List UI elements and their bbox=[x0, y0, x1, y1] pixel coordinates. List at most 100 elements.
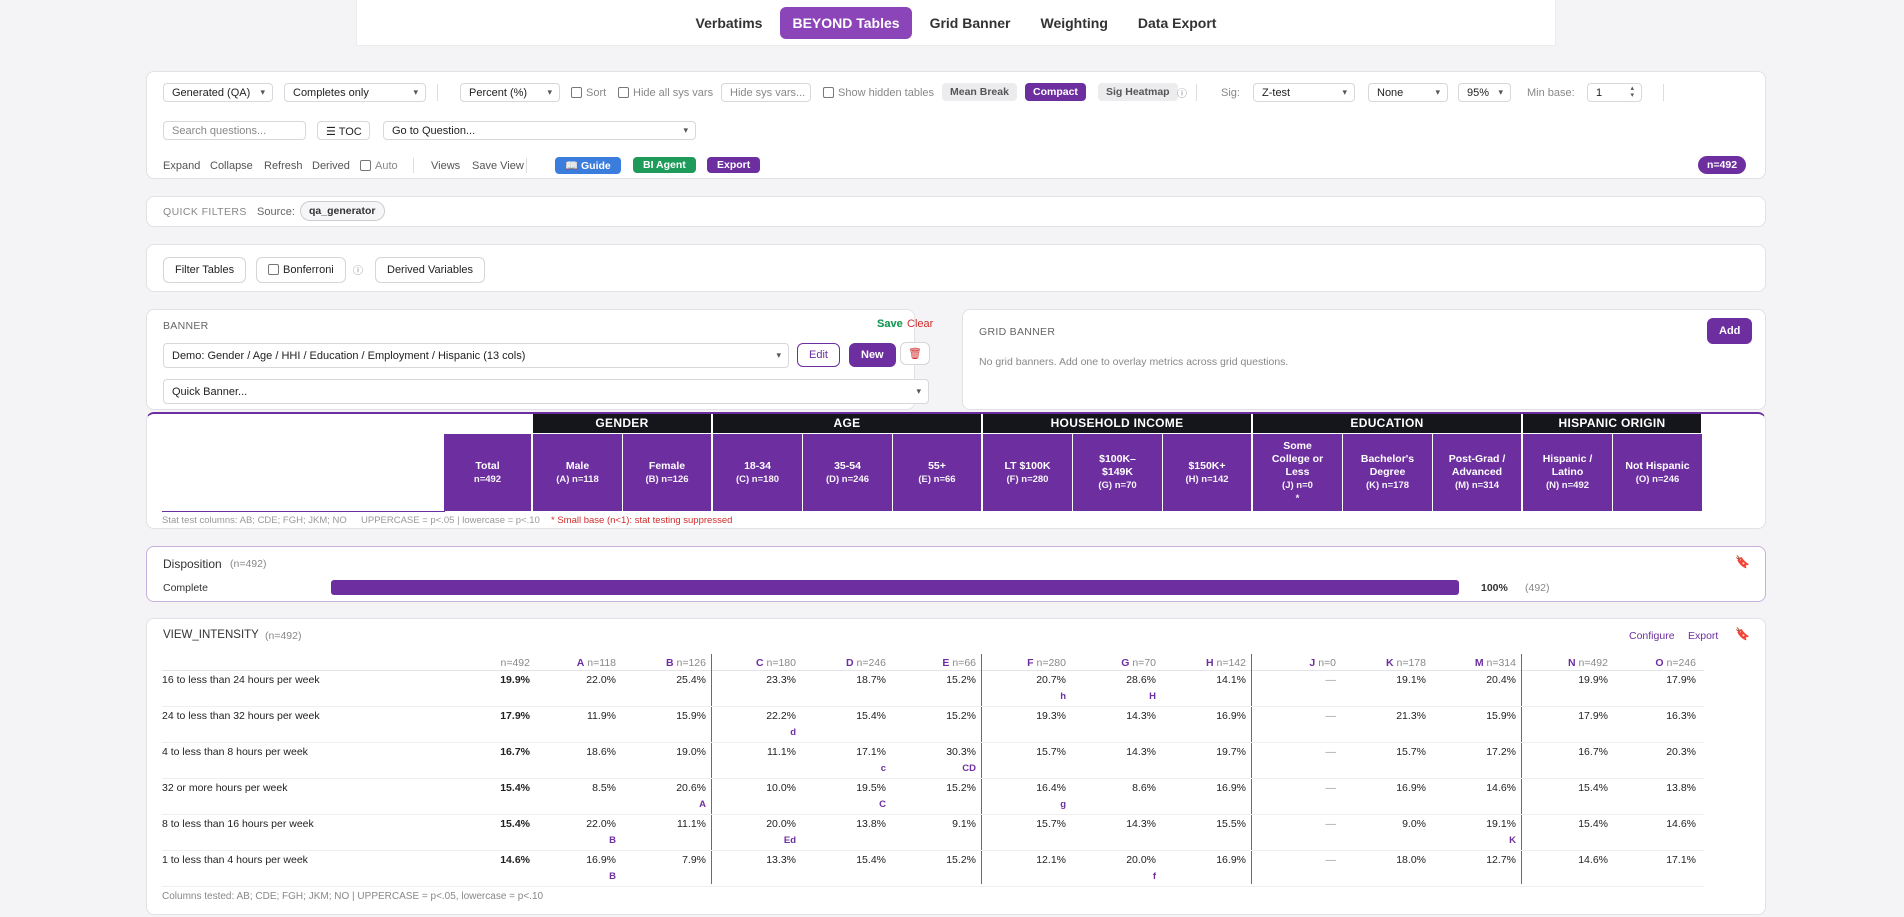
expand-link[interactable]: Expand bbox=[163, 160, 201, 172]
filter-tables-button[interactable]: Filter Tables bbox=[163, 257, 247, 283]
hide-sys-checkbox[interactable] bbox=[618, 87, 629, 98]
cell-value: — bbox=[1325, 674, 1337, 686]
grid-banner-card: GRID BANNER Add No grid banners. Add one… bbox=[962, 309, 1766, 410]
cell-value: 23.3% bbox=[766, 674, 796, 686]
sig-letter: c bbox=[880, 763, 886, 774]
chevron-down-icon: ▾ bbox=[1342, 87, 1347, 97]
confidence-select[interactable]: 95% ▾ bbox=[1458, 83, 1511, 102]
banner-column-header[interactable]: Some College or Less (J) n=0 * bbox=[1253, 434, 1342, 511]
sort-checkbox[interactable] bbox=[571, 87, 582, 98]
show-hidden-checkbox[interactable] bbox=[823, 87, 834, 98]
banner-column-base: (K) n=178 bbox=[1365, 480, 1410, 491]
hide-sys-toggle[interactable]: Hide all sys vars bbox=[618, 87, 713, 99]
banner-column-header[interactable]: Total n=492 bbox=[444, 434, 531, 511]
cell-value: 19.1% bbox=[1486, 818, 1516, 830]
dataset-select[interactable]: Generated (QA) ▾ bbox=[163, 83, 273, 102]
bookmark-icon[interactable]: 🔖 bbox=[1735, 627, 1750, 641]
cell-value: — bbox=[1325, 746, 1337, 758]
export-button[interactable]: Export bbox=[707, 157, 761, 173]
show-hidden-toggle[interactable]: Show hidden tables bbox=[823, 87, 934, 99]
column-letter-header: K n=178 bbox=[1336, 657, 1426, 669]
nav-tab-data-export[interactable]: Data Export bbox=[1137, 14, 1217, 31]
cell-value: 20.7% bbox=[1036, 674, 1066, 686]
nav-tab-verbatims[interactable]: Verbatims bbox=[695, 14, 763, 31]
sig-test-select[interactable]: Z-test ▾ bbox=[1253, 83, 1355, 102]
auto-toggle[interactable]: Auto bbox=[360, 160, 398, 172]
derived-variables-button[interactable]: Derived Variables bbox=[375, 257, 486, 283]
source-chip[interactable]: qa_generator bbox=[300, 201, 385, 221]
banner-column-header[interactable]: LT $100K (F) n=280 bbox=[983, 434, 1072, 511]
toc-button[interactable]: ☰ TOC bbox=[317, 121, 370, 140]
cell-value: 10.0% bbox=[766, 782, 796, 794]
compact-button[interactable]: Compact bbox=[1025, 83, 1086, 101]
banner-column-header[interactable]: Female (B) n=126 bbox=[623, 434, 711, 511]
small-base-legend: * Small base (n<1): stat testing suppres… bbox=[551, 515, 733, 526]
banner-new-button[interactable]: New bbox=[849, 343, 896, 367]
cell-value: 12.1% bbox=[1036, 854, 1066, 866]
banner-column-header[interactable]: Bachelor's Degree (K) n=178 bbox=[1343, 434, 1432, 511]
guide-button[interactable]: 📖 Guide bbox=[555, 157, 621, 174]
collapse-link[interactable]: Collapse bbox=[210, 160, 253, 172]
banner-save-button[interactable]: Save bbox=[877, 318, 903, 330]
banner-clear-button[interactable]: Clear bbox=[907, 318, 934, 330]
sig-letter: f bbox=[1152, 871, 1156, 882]
banner-column-header[interactable]: $150K+ (H) n=142 bbox=[1163, 434, 1251, 511]
bonferroni-checkbox[interactable] bbox=[268, 264, 279, 275]
banner-edit-button[interactable]: Edit bbox=[797, 343, 840, 367]
banner-column-header[interactable]: $100K– $149K (G) n=70 bbox=[1073, 434, 1162, 511]
nav-tab-weighting[interactable]: Weighting bbox=[1040, 14, 1108, 31]
mean-break-button[interactable]: Mean Break bbox=[942, 83, 1017, 101]
banner-column-header[interactable]: Hispanic / Latino (N) n=492 bbox=[1523, 434, 1612, 511]
sig-heatmap-button[interactable]: Sig Heatmap bbox=[1098, 83, 1178, 101]
completes-select[interactable]: Completes only ▾ bbox=[284, 83, 426, 102]
min-base-input[interactable]: 1 ▴ ▾ bbox=[1587, 83, 1642, 102]
cell-value: 12.7% bbox=[1486, 854, 1516, 866]
banner-column-header[interactable]: Not Hispanic (O) n=246 bbox=[1613, 434, 1702, 511]
quick-banner-select[interactable]: Quick Banner... ▾ bbox=[163, 379, 929, 404]
bi-agent-button[interactable]: BI Agent bbox=[633, 157, 696, 173]
cell-value: 11.1% bbox=[677, 818, 706, 830]
auto-checkbox[interactable] bbox=[360, 160, 371, 171]
measure-select[interactable]: Percent (%) ▾ bbox=[460, 83, 560, 102]
info-icon[interactable]: ⓘ bbox=[353, 266, 363, 277]
group-separator bbox=[1521, 654, 1522, 884]
column-letter: F bbox=[1027, 657, 1034, 669]
info-icon[interactable]: ⓘ bbox=[1177, 89, 1187, 100]
bonferroni-toggle[interactable]: Bonferroni bbox=[256, 257, 346, 283]
bookmark-icon[interactable]: 🔖 bbox=[1735, 555, 1750, 569]
min-base-value: 1 bbox=[1596, 87, 1603, 99]
table-footer: Columns tested: AB; CDE; FGH; JKM; NO | … bbox=[162, 891, 544, 902]
banner-column-name: Some College or Less bbox=[1271, 440, 1324, 478]
banner-save-link[interactable]: Save bbox=[877, 318, 903, 330]
derived-link[interactable]: Derived bbox=[312, 160, 350, 172]
chevron-down-icon: ▾ bbox=[413, 87, 418, 97]
column-base: n=314 bbox=[1486, 657, 1517, 669]
nav-tab-grid-banner[interactable]: Grid Banner bbox=[929, 14, 1011, 31]
dataset-value: Generated (QA) bbox=[172, 87, 251, 99]
banner-column-header[interactable]: Male (A) n=118 bbox=[533, 434, 622, 511]
sort-toggle[interactable]: Sort bbox=[571, 87, 606, 99]
nav-tab-beyond-tables[interactable]: BEYOND Tables bbox=[780, 6, 912, 39]
hide-sys-input[interactable]: Hide sys vars... bbox=[721, 83, 811, 102]
banner-column-header[interactable]: Post-Grad / Advanced (M) n=314 bbox=[1433, 434, 1521, 511]
cell-value: 13.8% bbox=[856, 818, 886, 830]
cell-value: 19.1% bbox=[1396, 674, 1426, 686]
stepper-icon[interactable]: ▴ ▾ bbox=[1630, 85, 1634, 99]
row-divider bbox=[162, 778, 1704, 779]
configure-link[interactable]: Configure bbox=[1629, 630, 1675, 642]
save-view-link[interactable]: Save View bbox=[472, 160, 524, 172]
delete-banner-button[interactable]: 🗑 bbox=[900, 342, 930, 365]
banner-select[interactable]: Demo: Gender / Age / HHI / Education / E… bbox=[163, 343, 789, 368]
search-input[interactable]: Search questions... bbox=[163, 121, 306, 140]
goto-question-select[interactable]: Go to Question... ▾ bbox=[383, 121, 696, 140]
source-label: Source: bbox=[257, 206, 295, 218]
grid-banner-add-button[interactable]: Add bbox=[1707, 318, 1753, 344]
banner-column-header[interactable]: 18-34 (C) n=180 bbox=[713, 434, 802, 511]
sig-correction-select[interactable]: None ▾ bbox=[1368, 83, 1448, 102]
banner-column-header[interactable]: 55+ (E) n=66 bbox=[893, 434, 981, 511]
table-export-link[interactable]: Export bbox=[1688, 630, 1719, 642]
banner-column-header[interactable]: 35-54 (D) n=246 bbox=[803, 434, 892, 511]
refresh-link[interactable]: Refresh bbox=[264, 160, 303, 172]
views-link[interactable]: Views bbox=[431, 160, 461, 172]
cell-value: 17.9% bbox=[1666, 674, 1696, 686]
